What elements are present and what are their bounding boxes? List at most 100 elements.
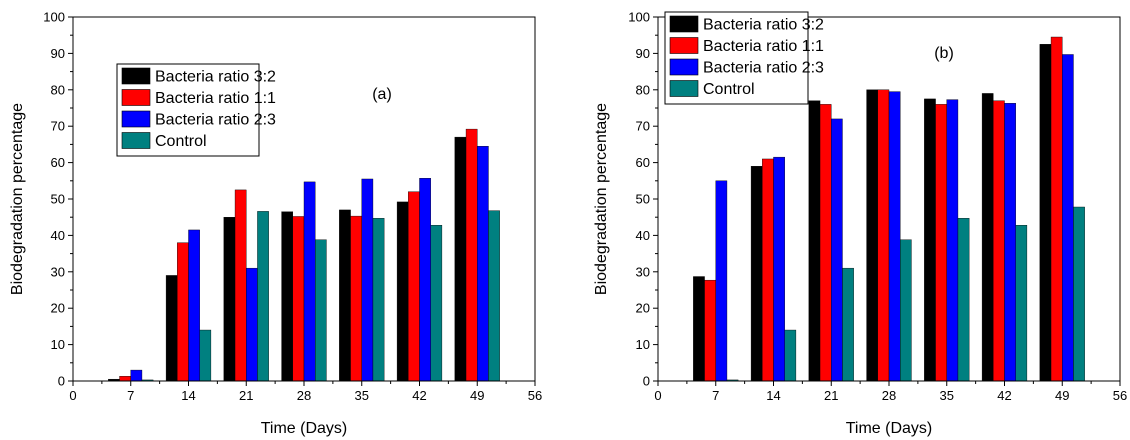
x-tick-label: 35 [940,388,954,403]
y-axis-title: Biodegradation percentage [593,103,610,295]
x-axis-title: Time (Days) [846,420,933,437]
x-tick-label: 42 [997,388,1011,403]
y-tick-label: 100 [43,10,65,25]
bar [704,279,716,382]
bar [281,211,294,382]
x-tick-label: 56 [1113,388,1127,403]
bar [257,211,269,382]
panel-label: (b) [934,45,954,62]
bar [819,104,832,382]
y-tick-label: 30 [636,264,650,279]
y-tick-label: 100 [628,10,650,25]
y-tick-label: 80 [51,82,65,97]
x-tick-label: 7 [127,388,134,403]
y-tick-label: 50 [51,192,65,207]
y-tick-label: 0 [643,374,650,389]
y-tick-label: 20 [51,301,65,316]
panel-label: (a) [372,86,392,103]
x-tick-label: 0 [654,388,661,403]
bar [750,166,763,382]
legend-entry: Control [155,133,207,150]
bar [223,216,236,382]
bar [1050,36,1063,382]
bar [993,100,1005,382]
bar [419,178,431,382]
x-tick-label: 14 [181,388,195,403]
bar [430,225,443,382]
legend-entry: Bacteria ratio 2:3 [703,60,824,77]
x-tick-label: 0 [69,388,76,403]
y-tick-label: 70 [636,119,650,134]
y-tick-label: 30 [51,264,65,279]
bar [773,156,785,382]
bar [396,201,409,382]
bar [981,93,994,382]
chart-panel-a: 0 10 20 30 40 50 60 70 80 90 100 0 7 14 21 28 35 42 49 56 Ti… [9,10,542,438]
legend-entry: Bacteria ratio 2:3 [155,112,276,129]
legend-swatch [121,89,151,106]
bar [1015,225,1028,382]
legend-entry: Control [703,81,755,98]
bar [339,209,351,382]
bar [715,180,728,382]
y-axis-title: Biodegradation percentage [9,103,26,295]
bar [350,215,362,382]
bar [408,191,420,382]
bar [1062,54,1074,382]
bar [188,229,200,382]
bar [372,218,385,382]
x-tick-label: 7 [712,388,719,403]
x-tick-label: 28 [882,388,896,403]
x-tick-label: 14 [766,388,780,403]
x-tick-label: 21 [239,388,253,403]
bar [177,242,189,382]
bar [465,128,478,382]
bar [808,100,821,382]
bar [842,267,854,382]
y-tick-label: 90 [636,46,650,61]
legend-swatch [669,37,699,54]
bar [924,98,936,382]
y-tick-label: 40 [51,228,65,243]
bar [877,89,890,382]
bar [119,376,131,382]
bar [1039,44,1052,382]
bar [477,146,489,382]
bar [957,218,970,382]
bar [234,189,247,382]
bar [315,239,327,382]
bar [199,329,212,382]
y-tick-label: 70 [51,119,65,134]
bar [784,329,797,382]
legend-swatch [669,15,699,33]
legend-entry: Bacteria ratio 1:1 [155,90,276,107]
bar [1004,103,1016,382]
y-tick-label: 60 [636,155,650,170]
legend-swatch [121,132,151,149]
legend-entry: Bacteria ratio 1:1 [703,38,824,55]
bar [303,181,316,382]
legend-entry: Bacteria ratio 3:2 [703,17,824,34]
bar [831,118,843,382]
x-tick-label: 35 [355,388,369,403]
y-tick-label: 20 [636,301,650,316]
x-tick-label: 56 [528,388,542,403]
x-tick-label: 42 [412,388,426,403]
legend-entry: Bacteria ratio 3:2 [155,69,276,86]
bar [1073,206,1085,382]
bar [130,369,143,382]
bar [488,210,500,382]
bar [888,91,901,382]
bar [900,239,912,382]
legend: Bacteria ratio 3:2 Bacteria ratio 1:1 Bact… [664,11,824,105]
y-tick-label: 80 [636,82,650,97]
bar [246,267,258,382]
bar [361,178,374,382]
bar [866,89,878,382]
bar [454,136,467,382]
y-tick-label: 60 [51,155,65,170]
bar [946,99,959,382]
y-tick-label: 10 [51,337,65,352]
x-tick-label: 49 [470,388,484,403]
legend-swatch [669,58,699,76]
